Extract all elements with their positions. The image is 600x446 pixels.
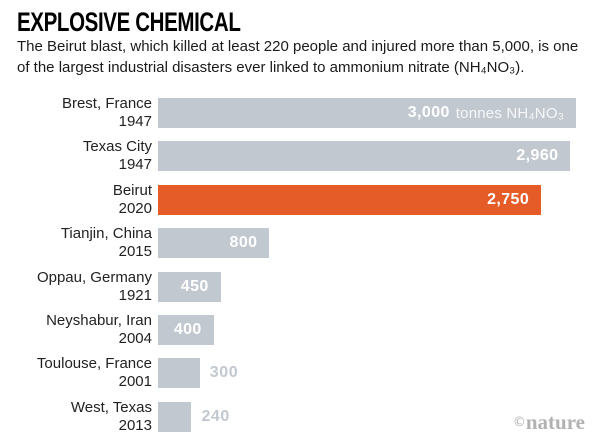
value-label: 400 <box>173 320 202 338</box>
table-row: Oppau, Germany 1921 450 450 <box>17 269 583 305</box>
table-row: Tianjin, China 2015 800 800 <box>17 225 583 261</box>
category-year: 2001 <box>118 373 152 391</box>
value-label: 3,000 <box>407 104 450 121</box>
category-year: 2004 <box>118 329 152 347</box>
bar: 3,000 tonnes NH₄NO₃ <box>158 98 576 128</box>
category-year: 2020 <box>118 199 152 217</box>
bar-track: 800 800 <box>158 228 576 259</box>
bar: 450 <box>158 271 221 302</box>
table-row: Brest, France 1947 3,000 tonnes NH₄NO₃ 3… <box>17 95 583 131</box>
category-label: Texas City 1947 <box>17 138 152 174</box>
page-title: EXPLOSIVE CHEMICAL <box>17 7 241 37</box>
category-location: Neyshabur, Iran <box>46 311 152 329</box>
category-location: Beirut <box>112 181 152 199</box>
category-label: Brest, France 1947 <box>17 95 152 131</box>
value-label: 2,960 <box>516 147 559 165</box>
bar: 300 <box>158 358 200 389</box>
nature-watermark: ©nature <box>513 410 585 435</box>
category-label: Oppau, Germany 1921 <box>17 269 152 305</box>
category-label: Neyshabur, Iran 2004 <box>17 312 152 348</box>
bar: 400 <box>158 314 214 345</box>
bar-track: 450 450 <box>158 271 576 302</box>
category-label: West, Texas 2013 <box>17 399 152 435</box>
table-row: Texas City 1947 2,960 2,960 <box>17 138 583 174</box>
value-label: 2,750 <box>487 190 530 208</box>
category-year: 1921 <box>118 286 152 304</box>
bar: 2,960 <box>158 141 571 172</box>
category-year: 1947 <box>118 113 152 130</box>
value-label-outside: 240 <box>201 407 230 425</box>
bar-chart: Brest, France 1947 3,000 tonnes NH₄NO₃ 3… <box>17 95 583 445</box>
chart-subtitle: The Beirut blast, which killed at least … <box>17 38 579 76</box>
bar-track: 3,000 tonnes NH₄NO₃ 3,000 <box>158 98 576 128</box>
category-location: Texas City <box>82 138 152 156</box>
nature-logo-text: nature <box>525 410 585 434</box>
category-location: Toulouse, France <box>36 355 152 373</box>
copyright-icon: © <box>512 415 526 430</box>
bar-highlighted: 2,750 <box>158 184 542 215</box>
value-label: 800 <box>229 234 258 252</box>
category-label: Beirut 2020 <box>17 182 152 218</box>
value-label-outside: 300 <box>209 364 239 382</box>
category-year: 1947 <box>118 156 152 174</box>
table-row: Beirut 2020 2,750 2,750 <box>17 182 583 218</box>
bar-track: 300 300 <box>158 358 576 389</box>
category-location: Tianjin, China <box>60 225 152 243</box>
bar-track: 2,960 2,960 <box>158 141 576 172</box>
bar-track: 240 240 <box>158 401 576 432</box>
category-location: Oppau, Germany <box>36 268 152 286</box>
table-row: Neyshabur, Iran 2004 400 400 <box>17 312 583 348</box>
table-row: West, Texas 2013 240 240 <box>17 399 583 435</box>
table-row: Toulouse, France 2001 300 300 <box>17 355 583 391</box>
category-location: West, Texas <box>70 398 152 416</box>
category-year: 2013 <box>118 416 152 434</box>
unit-label: tonnes NH₄NO₃ <box>455 104 564 122</box>
bar: 240 <box>158 401 192 432</box>
category-location: Brest, France <box>61 95 152 112</box>
category-label: Toulouse, France 2001 <box>17 355 152 391</box>
bar-track: 2,750 2,750 <box>158 184 576 215</box>
category-label: Tianjin, China 2015 <box>17 225 152 261</box>
value-label: 450 <box>180 277 209 295</box>
bar: 800 <box>158 228 270 259</box>
category-year: 2015 <box>118 243 152 261</box>
bar-track: 400 400 <box>158 314 576 345</box>
